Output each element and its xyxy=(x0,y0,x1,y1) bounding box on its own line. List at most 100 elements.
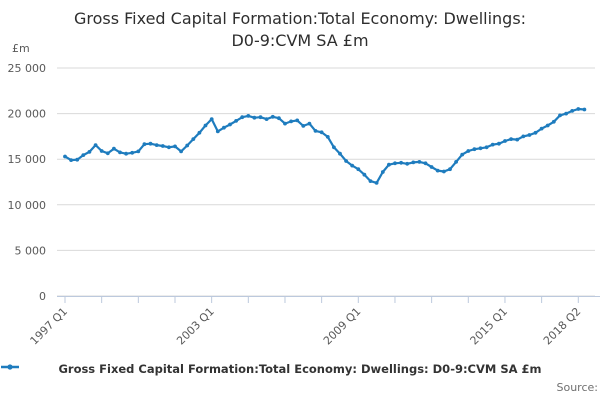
data-point-marker xyxy=(209,117,214,121)
data-point-marker xyxy=(325,135,330,139)
data-series-line xyxy=(63,107,586,184)
data-point-marker xyxy=(558,113,562,118)
data-point-marker xyxy=(551,119,556,124)
data-point-marker xyxy=(185,143,190,148)
data-point-marker xyxy=(252,115,257,120)
data-point-marker xyxy=(454,160,458,164)
data-point-marker xyxy=(289,119,293,124)
data-point-marker xyxy=(167,145,171,150)
data-point-marker xyxy=(148,141,153,146)
y-tick-label: 25 000 xyxy=(8,62,47,75)
data-point-marker xyxy=(173,144,177,149)
y-tick-label: 10 000 xyxy=(8,199,47,212)
x-tick-label: 2015 Q1 xyxy=(468,305,511,348)
data-point-marker xyxy=(564,111,568,116)
data-point-marker xyxy=(515,137,520,142)
data-point-marker xyxy=(105,151,110,156)
data-point-marker xyxy=(539,126,544,131)
data-point-marker xyxy=(362,172,367,177)
data-point-marker xyxy=(429,165,434,169)
data-point-marker xyxy=(270,114,275,119)
data-point-marker xyxy=(319,130,324,135)
data-point-marker xyxy=(399,160,403,165)
source-label: Source: xyxy=(556,381,599,394)
data-point-marker xyxy=(350,163,355,168)
data-point-marker xyxy=(264,117,269,121)
data-point-marker xyxy=(356,167,361,172)
data-point-marker xyxy=(380,170,385,174)
data-point-marker xyxy=(295,118,300,123)
data-point-marker xyxy=(478,146,483,151)
data-point-marker xyxy=(411,160,416,165)
data-point-marker xyxy=(332,145,336,150)
data-point-marker xyxy=(258,115,263,120)
data-point-marker xyxy=(527,133,532,137)
data-point-marker xyxy=(448,167,452,172)
data-point-marker xyxy=(124,151,128,156)
data-point-marker xyxy=(576,107,581,111)
data-point-marker xyxy=(203,123,208,128)
chart-title-line1: Gross Fixed Capital Formation:Total Econ… xyxy=(73,9,527,28)
data-point-marker xyxy=(87,150,92,154)
data-point-marker xyxy=(521,134,526,139)
data-point-marker xyxy=(277,116,281,121)
data-point-marker xyxy=(240,115,245,120)
data-point-marker xyxy=(191,137,196,142)
data-point-marker xyxy=(533,130,538,135)
data-point-marker xyxy=(497,141,501,146)
data-point-marker xyxy=(63,154,67,159)
data-point-marker xyxy=(545,123,550,128)
data-point-marker xyxy=(69,158,73,163)
data-point-marker xyxy=(423,161,428,166)
legend-line-marker-icon xyxy=(1,364,19,370)
data-point-marker xyxy=(75,157,80,162)
data-point-marker xyxy=(344,159,348,163)
data-point-marker xyxy=(130,150,135,155)
data-point-marker xyxy=(570,109,575,113)
data-point-marker xyxy=(197,130,202,135)
x-tick-label: 2018 Q2 xyxy=(541,305,584,348)
y-tick-label: 5 000 xyxy=(15,244,47,257)
data-point-marker xyxy=(374,181,379,185)
data-point-marker xyxy=(307,121,312,126)
data-point-marker xyxy=(472,147,477,152)
data-point-marker xyxy=(442,169,446,174)
data-point-marker xyxy=(393,161,397,166)
data-point-marker xyxy=(466,149,471,153)
data-point-marker xyxy=(246,114,251,118)
data-point-marker xyxy=(338,151,342,156)
chart-title: Gross Fixed Capital Formation:Total Econ… xyxy=(0,8,600,52)
data-point-marker xyxy=(179,149,184,154)
data-point-marker xyxy=(405,161,410,166)
data-point-marker xyxy=(387,162,391,167)
data-point-marker xyxy=(154,143,159,148)
data-point-marker xyxy=(460,152,465,157)
y-tick-label: 20 000 xyxy=(8,108,47,121)
data-point-marker xyxy=(582,107,587,112)
data-point-marker xyxy=(484,145,489,150)
data-point-marker xyxy=(368,179,373,184)
data-point-marker xyxy=(234,119,239,123)
data-point-marker xyxy=(509,137,513,142)
data-point-marker xyxy=(222,125,226,130)
data-point-marker xyxy=(313,129,318,133)
x-tick-label: 2009 Q1 xyxy=(321,305,364,348)
data-point-marker xyxy=(417,160,422,164)
data-point-marker xyxy=(136,149,141,154)
data-point-marker xyxy=(215,129,220,134)
chart-legend: Gross Fixed Capital Formation:Total Econ… xyxy=(0,362,600,376)
data-point-marker xyxy=(142,142,147,147)
data-point-marker xyxy=(301,124,306,128)
y-tick-label: 15 000 xyxy=(8,153,47,166)
data-point-marker xyxy=(81,153,86,158)
data-point-marker xyxy=(93,143,98,148)
y-axis-unit-label: £m xyxy=(12,42,30,55)
data-point-marker xyxy=(99,149,104,153)
chart-title-line2: D0-9:CVM SA £m xyxy=(231,31,369,50)
legend-series-label: Gross Fixed Capital Formation:Total Econ… xyxy=(58,362,542,376)
data-point-marker xyxy=(228,122,232,127)
data-point-marker xyxy=(503,139,507,143)
data-point-marker xyxy=(490,142,495,147)
